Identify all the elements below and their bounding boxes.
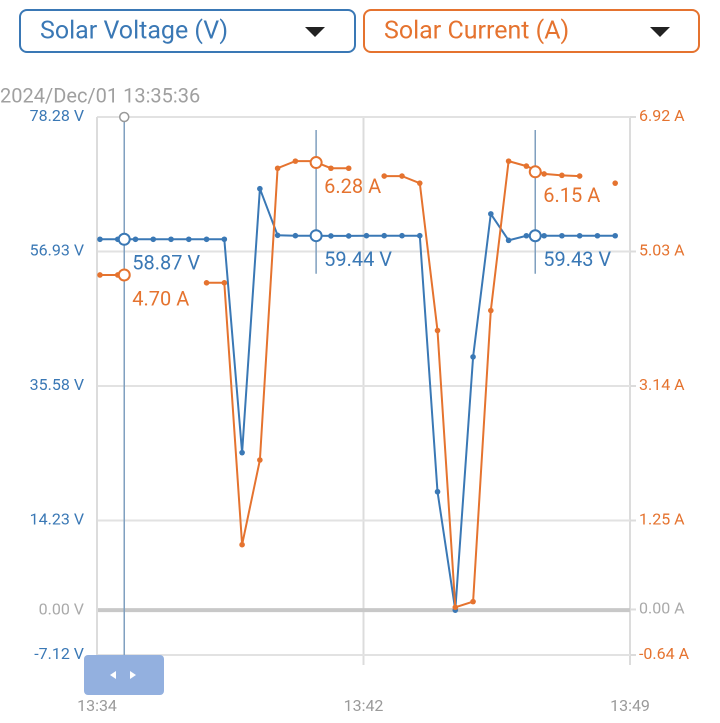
scroll-handle[interactable] xyxy=(84,655,164,695)
voltage-marker xyxy=(528,229,542,243)
voltage-value: 58.87 V xyxy=(132,251,200,275)
x-tick-label: 13:34 xyxy=(77,696,117,715)
data-point xyxy=(221,280,228,286)
data-point xyxy=(559,232,565,239)
current-marker xyxy=(117,268,131,282)
data-point xyxy=(328,165,334,172)
data-point xyxy=(150,236,157,243)
data-point xyxy=(345,233,352,239)
data-point xyxy=(185,236,192,243)
current-value: 4.70 A xyxy=(132,286,189,310)
y2-tick-label: 3.14 A xyxy=(639,375,685,394)
handle-arrow[interactable] xyxy=(130,671,136,679)
current-marker xyxy=(309,156,323,170)
data-point xyxy=(452,604,459,611)
y-tick-label: 14.23 V xyxy=(30,510,84,529)
handle[interactable] xyxy=(84,655,164,695)
data-point xyxy=(381,173,388,179)
y2-tick-label: -0.64 A xyxy=(639,644,690,663)
selector-box[interactable] xyxy=(19,9,356,53)
data-point xyxy=(292,232,299,239)
data-point xyxy=(488,211,494,217)
data-point xyxy=(612,232,618,239)
cursor-time: 2024/Dec/01 13:35:36 xyxy=(0,83,200,107)
current-selector[interactable]: Solar Current (A) xyxy=(363,9,700,53)
data-point xyxy=(381,232,388,239)
x-tick-label: 13:42 xyxy=(344,696,384,715)
voltage-selector[interactable]: Solar Voltage (V) xyxy=(19,9,356,53)
grid: 13:34 13:42 13:49 -7.12 V 0.00 V 14.23 V 35.58… xyxy=(30,106,690,715)
data-point xyxy=(239,541,245,548)
data-point xyxy=(203,280,210,286)
data-point xyxy=(257,457,263,463)
data-point xyxy=(541,171,547,177)
data-point xyxy=(594,232,601,239)
data-point xyxy=(345,165,352,172)
voltage-marker xyxy=(309,229,323,243)
y2-tick-label: 0.00 A xyxy=(639,599,685,618)
data-point xyxy=(221,236,228,243)
voltage-marker xyxy=(117,232,131,246)
data-point xyxy=(612,180,618,186)
data-point xyxy=(168,236,174,243)
series-line xyxy=(100,161,615,607)
y2-tick-label: 1.25 A xyxy=(639,510,685,529)
data-point xyxy=(416,180,423,186)
data-point xyxy=(470,354,476,360)
data-point xyxy=(416,232,423,239)
data-point xyxy=(488,307,494,314)
data-point xyxy=(97,236,103,243)
data-point xyxy=(505,237,512,244)
dropdown-arrow[interactable] xyxy=(650,27,670,37)
y-tick-label: 0.00 V xyxy=(39,599,84,618)
data-point xyxy=(523,163,530,169)
data-point xyxy=(274,232,281,239)
data-point xyxy=(505,158,512,164)
data-point xyxy=(399,173,405,179)
dropdown-arrow[interactable] xyxy=(305,27,325,37)
y2-tick-label: 6.92 A xyxy=(639,106,685,125)
data-point xyxy=(576,173,583,179)
y-tick-label: 35.58 V xyxy=(30,375,84,394)
selector-label[interactable]: Solar Voltage (V) xyxy=(40,17,228,46)
data-point xyxy=(523,232,530,239)
current-marker xyxy=(528,165,542,179)
data-point xyxy=(470,598,476,605)
data-point xyxy=(434,327,441,334)
data-point xyxy=(399,232,405,239)
data-point xyxy=(559,172,565,179)
data-point xyxy=(97,272,103,278)
data-point xyxy=(292,158,299,164)
x-tick-label: 13:49 xyxy=(610,696,650,715)
data-point xyxy=(257,185,263,192)
voltage-value: 59.43 V xyxy=(543,247,611,271)
y-tick-label: -7.12 V xyxy=(34,644,84,663)
y-tick-label: 78.28 V xyxy=(30,106,84,125)
y-tick-label: 56.93 V xyxy=(30,241,84,260)
data-point xyxy=(434,488,441,495)
cursors: 2024/Dec/01 13:35:36 58.87 V 4.70 A 59.44 V… xyxy=(0,83,611,695)
data-point xyxy=(328,233,334,239)
data-point xyxy=(363,232,370,239)
selector-box[interactable] xyxy=(363,9,700,53)
data-point xyxy=(203,236,210,243)
voltage-value: 59.44 V xyxy=(324,247,392,271)
selector-label[interactable]: Solar Current (A) xyxy=(384,17,569,46)
data-point xyxy=(541,232,547,239)
data-point xyxy=(576,232,583,239)
data-point xyxy=(274,165,281,172)
current-value: 6.15 A xyxy=(543,183,600,207)
data-point xyxy=(132,236,139,243)
data-point xyxy=(239,449,245,456)
cursor-handle xyxy=(118,111,130,123)
handle-arrow[interactable] xyxy=(110,671,116,679)
current-value: 6.28 A xyxy=(324,174,381,198)
y2-tick-label: 5.03 A xyxy=(639,241,685,260)
